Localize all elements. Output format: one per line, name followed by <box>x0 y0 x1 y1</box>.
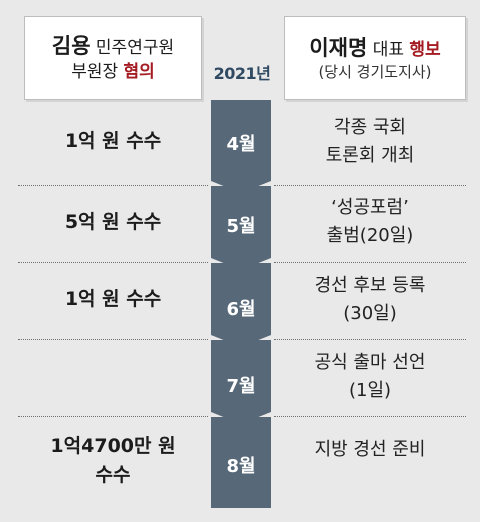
kim-yong-header: 김용 민주연구원 부원장 혐의 <box>24 16 202 100</box>
kim-yong-name: 김용 <box>51 34 91 59</box>
row-may-lee-event: ‘성공포럼’ 출범(20일) <box>326 197 414 246</box>
month-august: 8월 <box>226 456 256 477</box>
timeline-arrow <box>211 263 271 347</box>
timeline-arrow <box>211 417 271 508</box>
row-divider <box>18 416 208 417</box>
month-april: 4월 <box>226 134 256 155</box>
lee-jae-myung-charge-label: 행보 <box>409 39 441 60</box>
row-june-lee-event: 경선 후보 등록 (30일) <box>314 275 426 324</box>
row-divider <box>274 416 466 417</box>
kim-yong-title-line2: 부원장 <box>71 61 119 82</box>
kim-yong-charge-label: 혐의 <box>123 61 155 82</box>
row-divider <box>274 262 466 263</box>
row-april-lee-event: 각종 국회 토론회 개최 <box>325 117 415 166</box>
row-august-kim-event: 1억4700만 원 수수 <box>50 435 176 487</box>
month-june: 6월 <box>226 299 256 320</box>
lee-jae-myung-title: 대표 <box>372 39 404 60</box>
month-july: 7월 <box>226 376 256 397</box>
lee-jae-myung-name: 이재명 <box>309 35 368 60</box>
row-august-lee-event: 지방 경선 준비 <box>314 439 426 460</box>
year-label: 2021년 <box>213 64 271 83</box>
timeline-arrow <box>211 100 271 193</box>
row-may-kim-event: 5억 원 수수 <box>64 211 162 233</box>
row-divider <box>18 185 208 186</box>
timeline-arrow <box>211 186 271 270</box>
row-divider <box>18 262 208 263</box>
lee-jae-myung-subtitle: (당시 경기도지사) <box>318 63 432 82</box>
month-may: 5월 <box>226 216 256 237</box>
row-divider <box>18 339 208 340</box>
kim-yong-title: 민주연구원 <box>95 38 175 59</box>
row-divider <box>274 185 466 186</box>
row-june-kim-event: 1억 원 수수 <box>64 288 162 310</box>
row-divider <box>274 339 466 340</box>
lee-jae-myung-header: 이재명 대표 행보 (당시 경기도지사) <box>284 16 466 100</box>
timeline-arrow <box>211 340 271 424</box>
row-april-kim-event: 1억 원 수수 <box>64 130 162 152</box>
row-july-lee-event: 공식 출마 선언 (1일) <box>314 352 426 401</box>
